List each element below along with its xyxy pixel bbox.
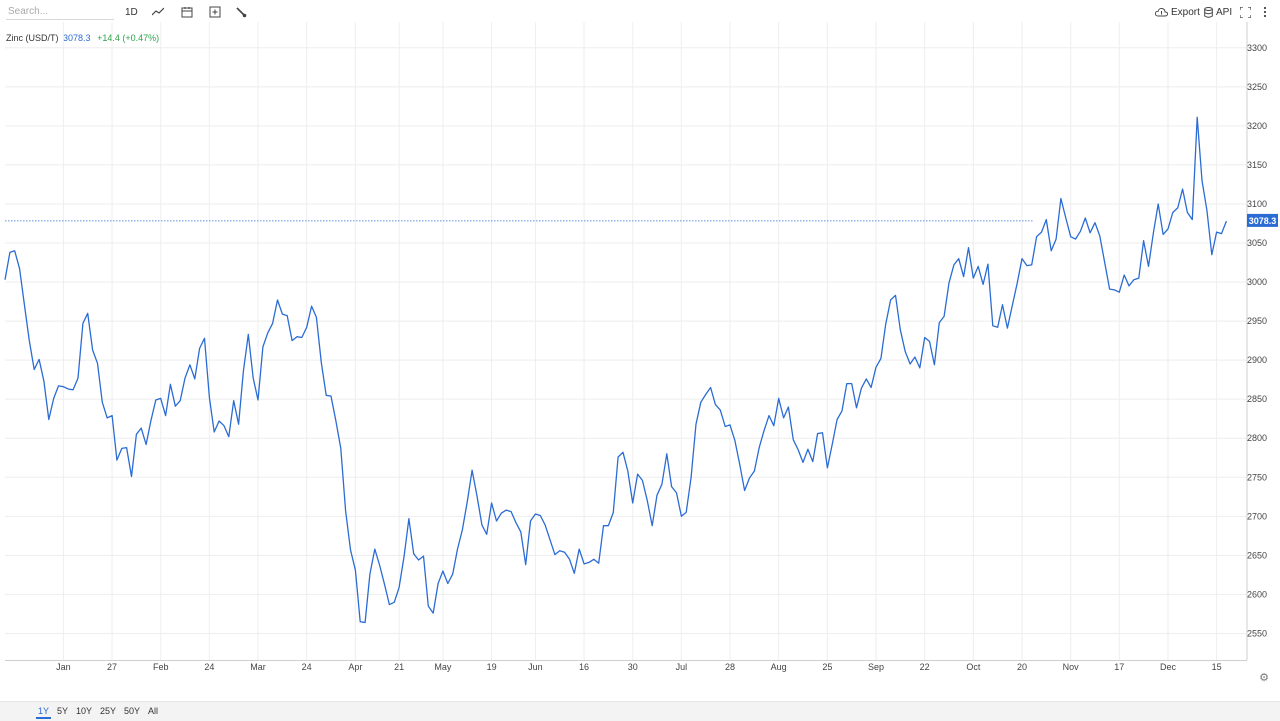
add-indicator-button[interactable] <box>209 3 221 21</box>
calendar-icon <box>181 7 193 18</box>
x-tick-label: Feb <box>153 662 169 672</box>
y-tick-label: 2700 <box>1247 511 1267 521</box>
x-tick-label: 24 <box>302 662 312 672</box>
chart-type-button[interactable] <box>152 3 164 21</box>
x-tick-label: Apr <box>348 662 362 672</box>
database-icon <box>1204 6 1213 18</box>
x-tick-label: 17 <box>1114 662 1124 672</box>
x-tick-label: Oct <box>966 662 981 672</box>
x-axis: Jan 27 Feb 24 Mar 24 Apr 21 May 19 Jun 16 30 Jul 28 Aug… <box>5 660 1247 672</box>
x-tick-label: Jul <box>676 662 688 672</box>
chart-settings-button[interactable]: ⚙ <box>1258 672 1270 684</box>
x-tick-label: 19 <box>487 662 497 672</box>
cloud-download-icon <box>1155 7 1168 17</box>
x-tick-label: Aug <box>771 662 787 672</box>
export-button[interactable]: Export <box>1155 3 1200 21</box>
x-tick-label: 22 <box>920 662 930 672</box>
y-tick-label: 2550 <box>1247 628 1267 638</box>
legend-price: 3078.3 <box>63 33 91 43</box>
line-chart-icon <box>152 7 164 16</box>
series-group <box>4 116 1228 624</box>
chart-legend: Zinc (USD/T) 3078.3 +14.4 (+0.47%) <box>6 33 159 43</box>
export-label: Export <box>1171 6 1200 18</box>
plus-square-icon <box>209 6 221 18</box>
last-value-badge <box>1247 213 1278 227</box>
x-tick-label: Dec <box>1160 662 1177 672</box>
price-series-line <box>4 116 1228 624</box>
search-input[interactable] <box>6 4 114 20</box>
x-tick-label: May <box>434 662 452 672</box>
range-button-5y[interactable]: 5Y <box>57 706 69 716</box>
range-selector: 1Y 5Y 10Y 25Y 50Y All <box>0 701 1280 721</box>
y-tick-label: 3250 <box>1247 82 1267 92</box>
toolbar: 1D Export API <box>0 0 1280 24</box>
x-tick-label: 21 <box>394 662 404 672</box>
y-tick-label: 2900 <box>1247 355 1267 365</box>
x-tick-label: Nov <box>1063 662 1080 672</box>
y-tick-label: 2650 <box>1247 550 1267 560</box>
x-tick-label: 15 <box>1212 662 1222 672</box>
x-tick-label: Jun <box>528 662 543 672</box>
chart-grid <box>5 22 1247 660</box>
y-tick-label: 3050 <box>1247 238 1267 248</box>
y-tick-label: 2600 <box>1247 589 1267 599</box>
interval-button[interactable]: 1D <box>125 3 138 21</box>
legend-change: +14.4 (+0.47%) <box>97 33 160 43</box>
x-tick-label: Sep <box>868 662 884 672</box>
range-button-50y[interactable]: 50Y <box>124 706 141 716</box>
legend-name: Zinc (USD/T) <box>6 33 59 43</box>
x-tick-label: Jan <box>56 662 71 672</box>
y-tick-label: 3300 <box>1247 43 1267 53</box>
x-tick-label: 30 <box>628 662 638 672</box>
more-vertical-icon <box>1263 6 1267 18</box>
range-button-25y[interactable]: 25Y <box>100 706 117 716</box>
gear-icon: ⚙ <box>1259 672 1269 684</box>
range-button-all[interactable]: All <box>148 706 159 716</box>
interval-label: 1D <box>125 6 138 18</box>
range-button-1y[interactable]: 1Y <box>36 706 52 719</box>
more-menu-button[interactable] <box>1263 3 1267 21</box>
y-tick-label: 3000 <box>1247 277 1267 287</box>
y-tick-label: 3100 <box>1247 199 1267 209</box>
x-tick-label: Mar <box>250 662 266 672</box>
api-button[interactable]: API <box>1204 3 1232 21</box>
y-tick-label: 2950 <box>1247 316 1267 326</box>
y-tick-label: 3200 <box>1247 121 1267 131</box>
last-value-label: 3078.3 <box>1249 216 1277 226</box>
calendar-button[interactable] <box>181 3 193 21</box>
x-tick-label: 20 <box>1017 662 1027 672</box>
y-tick-label: 3150 <box>1247 160 1267 170</box>
tools-button[interactable] <box>235 3 247 21</box>
range-button-10y[interactable]: 10Y <box>76 706 93 716</box>
x-tick-label: 24 <box>204 662 214 672</box>
wrench-icon <box>236 7 247 18</box>
x-tick-label: 27 <box>107 662 117 672</box>
last-value-label-group: 3078.3 <box>1247 213 1278 227</box>
x-tick-label: 16 <box>579 662 589 672</box>
y-axis: 2550 2600 2650 2700 2750 2800 2850 2900 2950 3000… <box>1246 22 1267 660</box>
y-tick-label: 2800 <box>1247 433 1267 443</box>
price-chart[interactable]: Jan 27 Feb 24 Mar 24 Apr 21 May 19 Jun 16 30 Jul 28 Aug… <box>0 0 1280 700</box>
api-label: API <box>1216 6 1233 18</box>
y-tick-label: 2850 <box>1247 394 1267 404</box>
y-tick-label: 2750 <box>1247 472 1267 482</box>
x-tick-label: 28 <box>725 662 735 672</box>
x-tick-label: 25 <box>822 662 832 672</box>
